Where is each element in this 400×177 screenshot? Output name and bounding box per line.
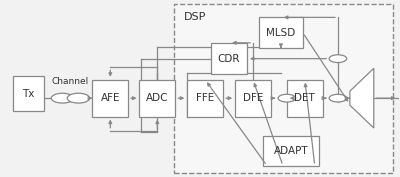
Text: MLSD: MLSD	[266, 28, 296, 38]
Text: DET: DET	[294, 93, 315, 103]
Circle shape	[329, 55, 347, 62]
Text: Tx: Tx	[22, 89, 34, 99]
Text: ADC: ADC	[146, 93, 168, 103]
Circle shape	[67, 93, 90, 103]
Text: AFE: AFE	[100, 93, 120, 103]
Bar	[140, 80, 175, 117]
Circle shape	[329, 94, 347, 102]
Text: DSP: DSP	[184, 12, 206, 22]
Text: FFE: FFE	[196, 93, 214, 103]
Bar	[263, 136, 319, 166]
Polygon shape	[350, 68, 374, 128]
Bar	[187, 80, 223, 117]
Bar	[259, 17, 303, 48]
Text: ADAPT: ADAPT	[274, 146, 308, 156]
Circle shape	[51, 93, 74, 103]
Text: CDR: CDR	[218, 54, 240, 64]
Bar	[174, 4, 393, 173]
Bar	[13, 76, 44, 111]
Bar	[92, 80, 128, 117]
Text: DFE: DFE	[243, 93, 263, 103]
Text: Channel: Channel	[52, 77, 89, 86]
Bar	[235, 80, 271, 117]
Bar	[211, 43, 247, 75]
Circle shape	[278, 94, 296, 102]
Bar	[287, 80, 323, 117]
